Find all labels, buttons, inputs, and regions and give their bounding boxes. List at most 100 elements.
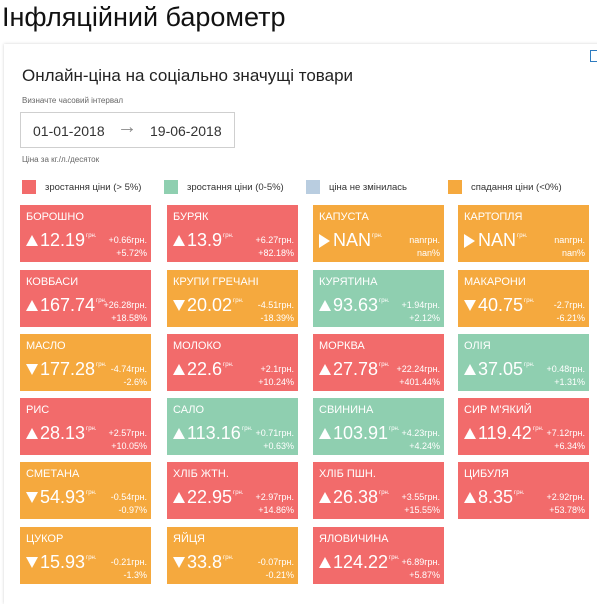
product-name: Цукор	[26, 533, 64, 545]
product-price: NAN	[478, 230, 517, 250]
date-from[interactable]: 01-01-2018	[33, 123, 105, 139]
product-tile[interactable]: Буряк 13.9 грн. +6.27грн. +82.18%	[167, 205, 298, 262]
product-tile[interactable]: Яйця 33.8 грн. -0.07грн. -0.21%	[167, 527, 298, 584]
triangle-up-icon	[464, 492, 476, 503]
price-change-percent: +10.05%	[111, 441, 147, 451]
price-change-percent: +1.31%	[554, 377, 585, 387]
product-tile[interactable]: Картопля NAN грн. nanгрн. nan%	[458, 205, 589, 262]
product-name: Молоко	[173, 340, 222, 352]
product-name: Олія	[464, 340, 491, 352]
price-change-percent: -2.6%	[123, 377, 147, 387]
price-change-percent: +4.24%	[409, 441, 440, 451]
product-price: 22.6	[187, 359, 223, 379]
product-name: Рис	[26, 404, 50, 416]
price-change-percent: +2.12%	[409, 313, 440, 323]
product-price: 40.75	[478, 295, 524, 315]
product-tile[interactable]: Сало 113.16 грн. +0.71грн. +0.63%	[167, 398, 298, 455]
price-change-percent: +401.44%	[399, 377, 440, 387]
price-change-percent: nan%	[561, 248, 585, 258]
product-tile[interactable]: Макарони 40.75 грн. -2.7грн. -6.21%	[458, 270, 589, 327]
product-name: Хліб жтн.	[173, 468, 229, 480]
product-price: 33.8	[187, 552, 223, 572]
product-price: 22.95	[187, 487, 233, 507]
price-unit: грн.	[514, 490, 525, 496]
product-name: Яловичина	[319, 533, 389, 545]
product-price: 13.9	[187, 230, 223, 250]
product-tile[interactable]: Яловичина 124.22 грн. +6.89грн. +5.87%	[313, 527, 444, 584]
product-tile[interactable]: Цукор 15.93 грн. -0.21грн. -1.3%	[20, 527, 151, 584]
product-price: 26.38	[333, 487, 379, 507]
price-unit: грн.	[223, 362, 234, 368]
price-change-absolute: +1.94грн.	[401, 300, 440, 310]
product-tile[interactable]: Капуста NAN грн. nanгрн. nan%	[313, 205, 444, 262]
product-name: Яйця	[173, 533, 205, 545]
price-change-absolute: -4.51грн.	[257, 300, 294, 310]
date-to[interactable]: 19-06-2018	[150, 123, 222, 139]
price-change-percent: -1.3%	[123, 570, 147, 580]
product-price: 12.19	[40, 230, 86, 250]
product-tile[interactable]: Сир м'який 119.42 грн. +7.12грн. +6.34%	[458, 398, 589, 455]
product-name: Картопля	[464, 211, 523, 223]
product-price: 37.05	[478, 359, 524, 379]
price-change-absolute: +2.97грн.	[255, 492, 294, 502]
product-name: Сало	[173, 404, 205, 416]
price-change-percent: nan%	[416, 248, 440, 258]
product-tile[interactable]: Сметана 54.93 грн. -0.54грн. -0.97%	[20, 462, 151, 519]
price-change-percent: +18.58%	[111, 313, 147, 323]
product-tile[interactable]: Морква 27.78 грн. +22.24грн. +401.44%	[313, 334, 444, 391]
product-tile[interactable]: Хліб пшн. 26.38 грн. +3.55грн. +15.55%	[313, 462, 444, 519]
product-tile[interactable]: Борошно 12.19 грн. +0.66грн. +5.72%	[20, 205, 151, 262]
price-unit: грн.	[389, 555, 400, 561]
product-tile[interactable]: Цибуля 8.35 грн. +2.92грн. +53.78%	[458, 462, 589, 519]
product-name: Курятина	[319, 276, 378, 288]
date-range-picker[interactable]: 01-01-2018 → 19-06-2018	[20, 112, 235, 148]
product-price: 177.28	[40, 359, 96, 379]
legend-label: спадання ціни (<0%)	[471, 182, 562, 193]
product-tile[interactable]: Крупи гречані 20.02 грн. -4.51грн. -18.39%	[167, 270, 298, 327]
triangle-right-icon	[319, 234, 330, 248]
product-name: Ковбаси	[26, 276, 79, 288]
product-name: Сметана	[26, 468, 80, 480]
price-change-percent: -18.39%	[260, 313, 294, 323]
product-tile[interactable]: Олія 37.05 грн. +0.48грн. +1.31%	[458, 334, 589, 391]
legend-swatch	[306, 180, 320, 194]
product-tile[interactable]: Курятина 93.63 грн. +1.94грн. +2.12%	[313, 270, 444, 327]
price-unit: грн.	[524, 298, 535, 304]
price-change-absolute: +2.92грн.	[546, 492, 585, 502]
price-unit: грн.	[533, 426, 544, 432]
price-change-absolute: +0.48грн.	[546, 364, 585, 374]
legend-label: зростання ціни (> 5%)	[45, 182, 142, 193]
price-unit: грн.	[233, 490, 244, 496]
price-unit: грн.	[389, 426, 400, 432]
legend-swatch	[22, 180, 36, 194]
product-name: Морква	[319, 340, 365, 352]
product-tile[interactable]: Ковбаси 167.74 грн. +26.28грн. +18.58%	[20, 270, 151, 327]
price-change-absolute: -0.07грн.	[257, 557, 294, 567]
triangle-up-icon	[173, 364, 185, 375]
product-tile[interactable]: Масло 177.28 грн. -4.74грн. -2.6%	[20, 334, 151, 391]
price-change-percent: +0.63%	[263, 441, 294, 451]
price-change-absolute: +22.24грн.	[396, 364, 440, 374]
product-tile[interactable]: Молоко 22.6 грн. +2.1грн. +10.24%	[167, 334, 298, 391]
price-change-absolute: +0.71грн.	[255, 428, 294, 438]
price-unit: грн.	[379, 490, 390, 496]
product-name: Свинина	[319, 404, 374, 416]
product-price: NAN	[333, 230, 372, 250]
price-change-absolute: -0.54грн.	[110, 492, 147, 502]
product-price: 15.93	[40, 552, 86, 572]
product-name: Хліб пшн.	[319, 468, 376, 480]
product-name: Капуста	[319, 211, 369, 223]
product-tile[interactable]: Свинина 103.91 грн. +4.23грн. +4.24%	[313, 398, 444, 455]
price-change-absolute: +2.1грн.	[260, 364, 294, 374]
product-name: Цибуля	[464, 468, 509, 480]
product-name: Буряк	[173, 211, 209, 223]
product-tile[interactable]: Рис 28.13 грн. +2.57грн. +10.05%	[20, 398, 151, 455]
triangle-up-icon	[319, 428, 331, 439]
product-name: Масло	[26, 340, 66, 352]
triangle-down-icon	[26, 364, 38, 375]
product-tile[interactable]: Хліб жтн. 22.95 грн. +2.97грн. +14.86%	[167, 462, 298, 519]
price-change-percent: +15.55%	[404, 505, 440, 515]
external-link-icon[interactable]	[590, 50, 597, 62]
price-change-absolute: -4.74грн.	[110, 364, 147, 374]
price-unit: грн.	[233, 298, 244, 304]
